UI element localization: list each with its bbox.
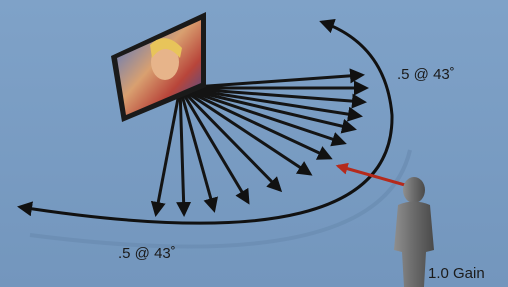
gain-label: 1.0 Gain: [428, 265, 485, 282]
bottom-angle-label: .5 @ 43˚: [118, 245, 176, 262]
page: .5 @ 43˚ .5 @ 43˚ 1.0 Gain (() => { cons…: [0, 0, 508, 287]
top-angle-label: .5 @ 43˚: [397, 66, 455, 83]
diagram: .5 @ 43˚ .5 @ 43˚ 1.0 Gain: [0, 0, 508, 287]
